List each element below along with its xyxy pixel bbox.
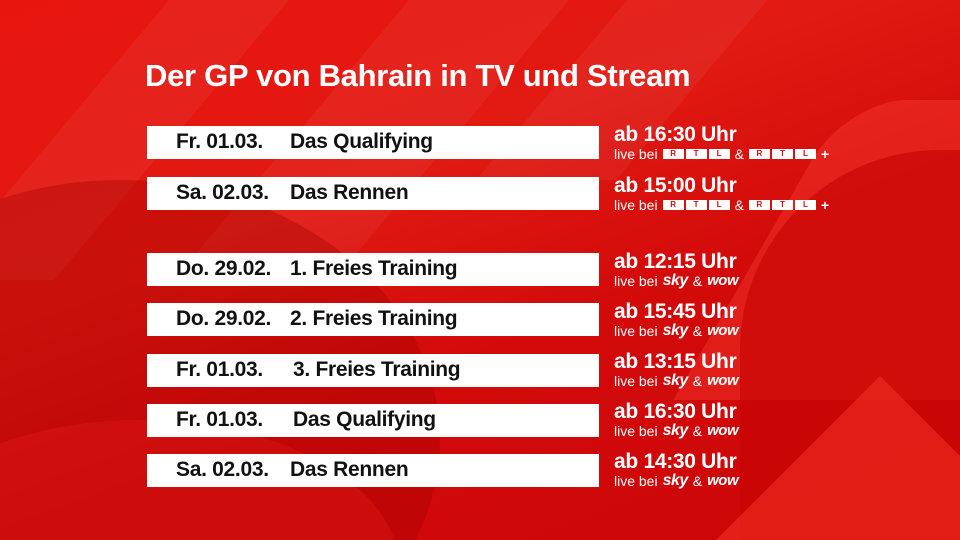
session-name: Das Rennen [290, 181, 409, 204]
start-time: ab 12:15 Uhr [614, 250, 737, 273]
session-day: Fr. 01.03. [176, 358, 263, 381]
bg-triangle-shape [690, 376, 960, 540]
broadcast-info: ab 14:30 Uhr live bei sky & wow [614, 450, 739, 490]
session-day: Fr. 01.03. [176, 130, 263, 153]
wow-logo-icon: wow [707, 422, 739, 439]
sky-logo-icon: sky [662, 472, 689, 489]
page-title: Der GP von Bahrain in TV und Stream [145, 58, 691, 93]
live-label: live bei [614, 273, 658, 289]
ampersand: & [692, 373, 703, 389]
sky-logo-icon: sky [662, 272, 689, 289]
ampersand: & [692, 473, 703, 489]
schedule-row: Fr. 01.03. Das Qualifying [147, 404, 599, 437]
session-name: Das Qualifying [293, 408, 436, 431]
start-time: ab 15:45 Uhr [614, 300, 737, 323]
broadcast-info: ab 13:15 Uhr live bei sky & wow [614, 350, 739, 390]
start-time: ab 14:30 Uhr [614, 450, 737, 473]
start-time: ab 16:30 Uhr [614, 400, 737, 423]
plus-icon: + [820, 146, 830, 162]
ampersand: & [692, 423, 703, 439]
start-time: ab 16:30 Uhr [614, 123, 737, 146]
session-name: Das Rennen [290, 458, 409, 481]
start-time: ab 13:15 Uhr [614, 350, 737, 373]
wow-logo-icon: wow [707, 322, 739, 339]
live-label: live bei [614, 373, 658, 389]
start-time: ab 15:00 Uhr [614, 174, 737, 197]
wow-logo-icon: wow [707, 472, 739, 489]
schedule-row: Do. 29.02. 1. Freies Training [147, 253, 599, 286]
plus-icon: + [820, 197, 830, 213]
session-day: Sa. 02.03. [176, 458, 269, 481]
session-name: Das Qualifying [290, 130, 433, 153]
broadcast-info: ab 16:30 Uhr live bei sky & wow [614, 400, 739, 440]
schedule-row: Do. 29.02. 2. Freies Training [147, 303, 599, 336]
sky-logo-icon: sky [662, 422, 689, 439]
live-label: live bei [614, 197, 658, 213]
schedule-row: Sa. 02.03. Das Rennen [147, 177, 599, 210]
live-label: live bei [614, 423, 658, 439]
live-label: live bei [614, 146, 658, 162]
broadcast-info: ab 12:15 Uhr live bei sky & wow [614, 250, 739, 290]
session-name: 2. Freies Training [290, 307, 458, 330]
wow-logo-icon: wow [707, 272, 739, 289]
session-name: 3. Freies Training [293, 358, 461, 381]
ampersand: & [692, 273, 703, 289]
session-day: Do. 29.02. [176, 257, 272, 280]
schedule-row: Fr. 01.03. 3. Freies Training [147, 354, 599, 387]
session-day: Sa. 02.03. [176, 181, 269, 204]
session-day: Fr. 01.03. [176, 408, 263, 431]
schedule-row: Fr. 01.03. Das Qualifying [147, 126, 599, 159]
wow-logo-icon: wow [707, 372, 739, 389]
ampersand: & [734, 146, 744, 162]
broadcast-info: ab 15:45 Uhr live bei sky & wow [614, 300, 739, 340]
schedule-row: Sa. 02.03. Das Rennen [147, 454, 599, 487]
sky-logo-icon: sky [662, 372, 689, 389]
live-label: live bei [614, 473, 658, 489]
sky-logo-icon: sky [662, 322, 689, 339]
ampersand: & [692, 323, 703, 339]
live-label: live bei [614, 323, 658, 339]
ampersand: & [734, 197, 744, 213]
session-name: 1. Freies Training [290, 257, 458, 280]
session-day: Do. 29.02. [176, 307, 272, 330]
